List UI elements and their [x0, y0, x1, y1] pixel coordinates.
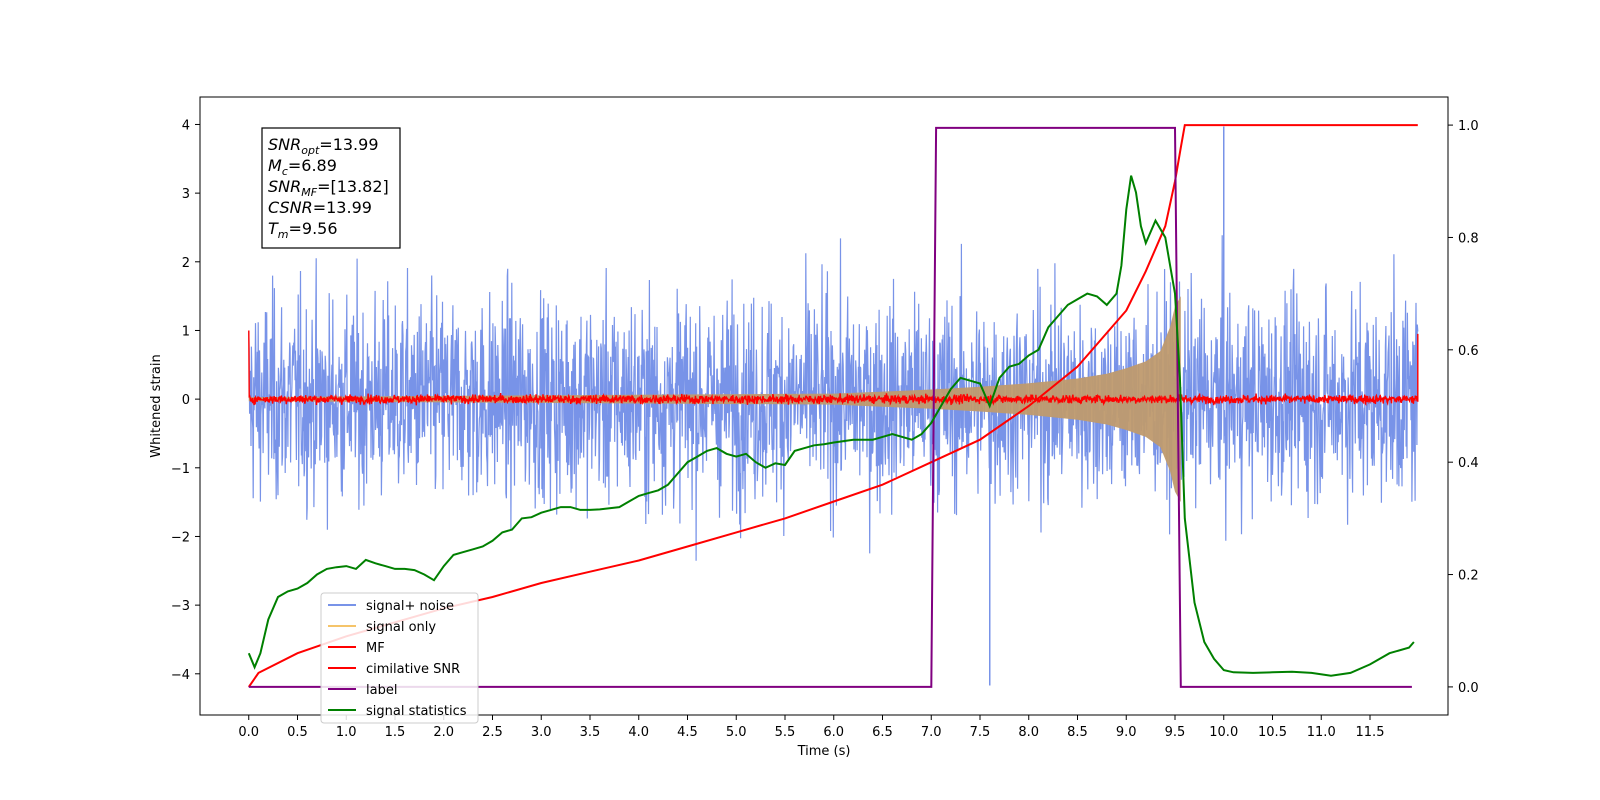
legend-label: label: [366, 683, 397, 698]
y-tick-label: −3: [171, 599, 190, 614]
axes-frame: [199, 96, 1449, 716]
x-tick-label: 8.0: [1018, 725, 1039, 740]
legend-label: cimilative SNR: [366, 662, 460, 677]
annotation-line: Tm=9.56: [268, 219, 338, 241]
annotation-frame: [261, 127, 401, 249]
annotation-line: SNRMF=[13.82]: [268, 177, 389, 199]
x-tick-label: 10.5: [1258, 725, 1287, 740]
y-axis-right: 0.0 0.2 0.4 0.6 0.8 1.0: [1448, 119, 1479, 696]
series-signal-noise-line: [248, 235, 1419, 561]
x-tick-label: 6.0: [823, 725, 844, 740]
x-axis-label: Time (s): [797, 744, 851, 759]
x-tick-label: 2.0: [433, 725, 454, 740]
x-tick-label: 5.5: [775, 725, 796, 740]
y-axis-left: −4 −3 −2 −1 0 1 2 3 4: [171, 118, 200, 683]
y-tick-label: 3: [182, 187, 190, 202]
annotation-line: SNRopt=13.99: [268, 135, 379, 157]
x-tick-label: 2.5: [482, 725, 503, 740]
series-label-line: [248, 126, 1412, 688]
x-tick-label: 1.5: [385, 725, 406, 740]
y2-tick-label: 0.0: [1458, 681, 1479, 696]
y-tick-label: −1: [171, 462, 190, 477]
y-tick-label: 0: [182, 393, 190, 408]
x-tick-label: 11.5: [1356, 725, 1385, 740]
series-mf-line: [248, 330, 1419, 407]
legend-frame: [320, 592, 479, 724]
y2-tick-label: 0.4: [1458, 456, 1479, 471]
y-tick-label: −4: [171, 668, 190, 683]
x-tick-label: 8.5: [1067, 725, 1088, 740]
annotation-line: CSNR=13.99: [268, 198, 372, 217]
y-axis-label: Whitened strain: [149, 354, 164, 457]
x-tick-label: 7.0: [921, 725, 942, 740]
y2-tick-label: 0.8: [1458, 231, 1479, 246]
legend-label: signal+ noise: [366, 599, 454, 614]
x-tick-label: 1.0: [336, 725, 357, 740]
y2-tick-label: 0.6: [1458, 344, 1479, 359]
y2-tick-label: 0.2: [1458, 569, 1479, 584]
x-tick-label: 0.5: [287, 725, 308, 740]
x-axis: 0.0 0.5 1.0 1.5 2.0 2.5 3.0 3.5 4.0 4.5 5.0 5.5 6.0 6…: [238, 715, 1384, 740]
x-tick-label: 3.0: [531, 725, 552, 740]
x-tick-label: 7.5: [970, 725, 991, 740]
annotation-box: SNRopt=13.99Mc=6.89SNRMF=[13.82]CSNR=13.…: [261, 127, 401, 249]
y-tick-label: 4: [182, 118, 190, 133]
legend-label: signal only: [366, 620, 436, 635]
y-tick-label: −2: [171, 530, 190, 545]
legend: signal+ noise signal only MF cimilative SNR…: [320, 592, 479, 724]
annotation-line: Mc=6.89: [268, 156, 337, 178]
legend-label: MF: [366, 641, 385, 656]
y-tick-label: 1: [182, 324, 190, 339]
x-tick-label: 9.0: [1116, 725, 1137, 740]
x-tick-label: 11.0: [1307, 725, 1336, 740]
x-tick-label: 5.0: [726, 725, 747, 740]
y2-tick-label: 1.0: [1458, 119, 1479, 134]
x-tick-label: 4.0: [628, 725, 649, 740]
y-tick-label: 2: [182, 256, 190, 271]
series-signal-statistics-line: [247, 175, 1415, 677]
x-tick-label: 6.5: [872, 725, 893, 740]
x-tick-label: 4.5: [677, 725, 698, 740]
x-tick-label: 10.0: [1209, 725, 1238, 740]
x-tick-label: 0.0: [238, 725, 259, 740]
legend-label: signal statistics: [366, 704, 467, 719]
x-tick-label: 3.5: [580, 725, 601, 740]
x-tick-label: 9.5: [1165, 725, 1186, 740]
